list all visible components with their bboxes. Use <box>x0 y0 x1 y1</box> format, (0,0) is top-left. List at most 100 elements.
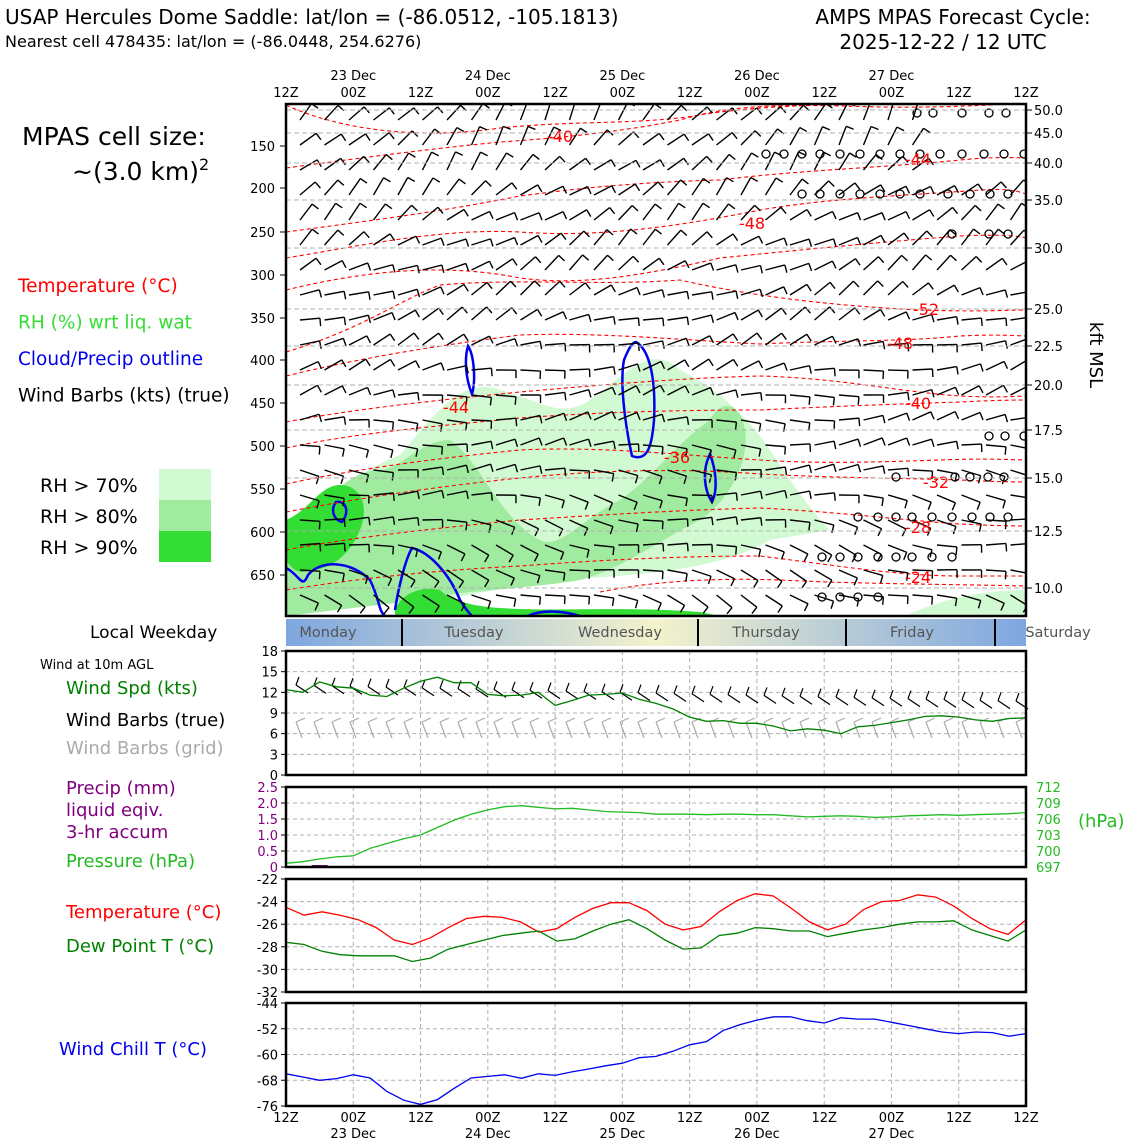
wind-barb-true <box>385 686 399 696</box>
cycle-value: 2025-12-22 / 12 UTC <box>839 30 1046 54</box>
precip-accum-label: 3-hr accum <box>66 822 168 843</box>
wind-barb-feather <box>654 203 662 210</box>
wind-barb <box>642 317 663 321</box>
wind-barb-feather <box>661 446 664 455</box>
wind-barb <box>740 569 759 582</box>
wind-barb <box>667 542 688 546</box>
wind-barb <box>887 254 903 271</box>
pressure-tick-label: 550 <box>250 483 275 498</box>
calm-marker <box>984 108 994 118</box>
y-tick-label: 0.5 <box>257 845 278 860</box>
y-tick-label: 2.0 <box>257 797 278 812</box>
wind-barb-feather <box>784 446 787 455</box>
wind-barb-feather <box>801 580 808 589</box>
wind-barb-feather <box>709 335 715 344</box>
wind-barb <box>691 594 709 608</box>
date-label-top: 23 Dec <box>330 69 376 84</box>
windchill-panel: Wind Chill T (°C) -44 -52 -60 -68 -76 <box>59 997 1028 1115</box>
date-label-top: 27 Dec <box>869 69 915 84</box>
y-tick-label: 1.5 <box>257 813 278 828</box>
wind-barb <box>936 316 957 321</box>
wind-barb <box>912 209 930 221</box>
height-tick-label: 30.0 <box>1034 242 1063 257</box>
wind-barb <box>912 494 932 503</box>
wind-barb <box>348 155 365 171</box>
wind-barb <box>691 569 712 577</box>
y-tick-label: 0 <box>270 861 278 876</box>
wind-barb-true <box>961 699 975 709</box>
wind-barb-feather <box>1001 257 1008 266</box>
wind-barb <box>495 417 516 421</box>
wind-barb-grid <box>349 721 357 739</box>
wind-barb <box>324 569 345 575</box>
wind-barb-feather <box>630 228 638 235</box>
wind-barb-true <box>997 700 1011 710</box>
wind-barb <box>814 306 831 321</box>
wind-barb-feather <box>416 289 421 298</box>
wind-barb <box>348 469 369 476</box>
wind-barb-feather <box>1000 602 1005 611</box>
wind-barb <box>544 437 564 446</box>
wind-barb-feather <box>609 207 616 215</box>
temperature-contour <box>286 156 1026 233</box>
wind-barb-feather <box>854 182 861 190</box>
wind-barb-feather <box>534 528 540 537</box>
wind-barb <box>863 465 884 471</box>
wind-barb <box>593 365 614 371</box>
wind-barb-true <box>331 685 345 695</box>
wind-barb-feather <box>342 498 345 507</box>
pressure-tick-label: 150 <box>250 140 275 155</box>
wind-barb <box>348 444 369 451</box>
height-tick-label: 10.0 <box>1034 582 1063 597</box>
y-tick-label: 0 <box>270 769 278 784</box>
wind-barb-feather <box>804 306 811 314</box>
wind-barb-true-feather <box>331 677 336 687</box>
wind-barb <box>691 231 708 246</box>
wind-barb <box>911 254 927 271</box>
wind-barb <box>544 211 564 221</box>
wind-barb <box>495 307 513 321</box>
wind-barb-feather <box>341 448 345 457</box>
wind-barb <box>299 444 320 448</box>
wind-barb-feather <box>458 178 466 185</box>
wind-barb-feather <box>808 522 811 531</box>
wind-barb-true <box>511 689 525 699</box>
calm-marker <box>947 229 957 239</box>
wind-barb <box>324 359 343 371</box>
pressure-tick-label: 600 <box>250 526 275 541</box>
wind-barb <box>642 340 663 346</box>
wind-barb-grid <box>601 721 609 739</box>
wind-barb <box>348 494 370 497</box>
wind-barb-true <box>781 695 795 705</box>
wind-barb-feather <box>392 290 396 300</box>
wind-barb-feather <box>977 600 982 609</box>
wind-barb <box>912 282 929 296</box>
time-tick-label-bottom: 00Z <box>341 1111 367 1126</box>
cycle-label: AMPS MPAS Forecast Cycle: <box>815 5 1090 29</box>
wind-barb-feather <box>438 332 444 340</box>
dewpoint-label: Dew Point T (°C) <box>66 936 214 957</box>
wind-barb-feather <box>856 237 862 246</box>
wind-barb <box>299 469 320 478</box>
wind-barb <box>495 258 513 271</box>
wind-barb-feather <box>798 151 806 156</box>
wind-barb <box>961 385 980 396</box>
wind-barb-feather <box>1028 360 1032 367</box>
wind-barb <box>961 286 981 296</box>
series-line <box>285 919 1027 963</box>
height-tick-label: 50.0 <box>1034 104 1063 119</box>
wind-barb-feather <box>735 290 739 300</box>
wind-barb <box>863 212 883 221</box>
wind-barb <box>642 132 660 146</box>
pressure-tick-label: 712 <box>1036 781 1061 796</box>
wind-barb <box>740 177 752 196</box>
wind-barb <box>887 569 908 574</box>
wind-barb-feather <box>906 412 911 421</box>
wind-barb-true-feather <box>367 678 372 687</box>
wind-barb <box>422 489 443 496</box>
wind-barb <box>642 469 663 478</box>
wind-barb-true <box>889 697 903 707</box>
wind-barb-grid <box>403 721 411 739</box>
wind-barb-feather <box>539 341 543 350</box>
wind-barb-feather <box>464 422 468 431</box>
